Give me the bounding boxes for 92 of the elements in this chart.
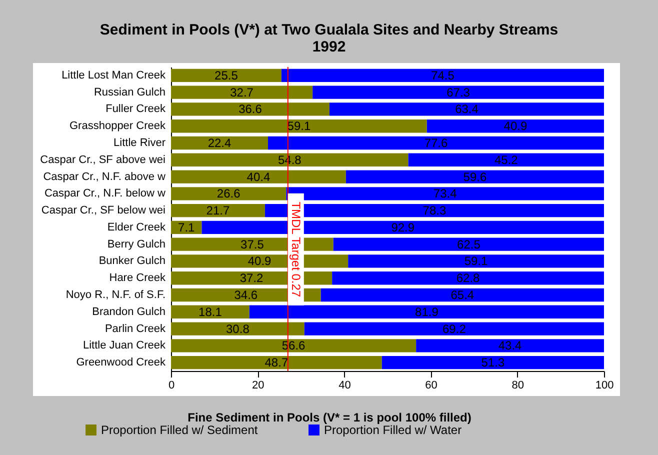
bar bbox=[312, 86, 604, 99]
chart-title: Sediment in Pools (V*) at Two Gualala Sites and Nearby Streams bbox=[100, 22, 558, 38]
data-label: 74.5 bbox=[431, 68, 455, 82]
data-label: 25.5 bbox=[214, 68, 238, 82]
y-tick-label: Noyo R., N.F. of S.F. bbox=[66, 289, 166, 301]
data-label: 62.5 bbox=[457, 237, 481, 252]
data-label: 40.9 bbox=[504, 119, 528, 134]
y-tick-label: Hare Creek bbox=[109, 272, 166, 284]
bar bbox=[249, 305, 604, 318]
bar bbox=[304, 322, 604, 336]
x-tick-label: 40 bbox=[338, 380, 351, 392]
bar bbox=[171, 153, 408, 166]
data-label: 48.7 bbox=[264, 356, 288, 370]
data-label: 65.4 bbox=[450, 288, 474, 302]
bar bbox=[333, 238, 604, 251]
bar bbox=[320, 288, 604, 302]
bar bbox=[171, 136, 268, 150]
data-label: 67.3 bbox=[446, 85, 470, 100]
y-tick-label: Brandon Gulch bbox=[92, 306, 166, 318]
bar bbox=[426, 120, 604, 133]
y-tick-label: Russian Gulch bbox=[94, 86, 166, 98]
y-tick-label: Fuller Creek bbox=[106, 103, 166, 116]
bar bbox=[332, 272, 604, 285]
bar bbox=[171, 356, 382, 370]
x-tick-label: 20 bbox=[252, 380, 264, 392]
data-label: 18.1 bbox=[198, 304, 222, 319]
legend-label: Proportion Filled w/ Water bbox=[324, 423, 462, 437]
y-tick-label: Caspar Cr., N.F. above w bbox=[43, 170, 166, 183]
data-label: 30.8 bbox=[226, 322, 250, 336]
y-tick-label: Little River bbox=[114, 137, 166, 149]
bar bbox=[171, 170, 346, 184]
bar bbox=[382, 356, 604, 370]
data-label: 59.1 bbox=[464, 254, 488, 268]
data-label: 45.2 bbox=[494, 152, 518, 167]
y-tick-label: Grasshopper Creek bbox=[70, 120, 166, 132]
data-label: 78.3 bbox=[422, 204, 446, 218]
data-label: 32.7 bbox=[230, 85, 254, 100]
y-tick-label: Parlin Creek bbox=[104, 322, 166, 335]
data-label: 26.6 bbox=[216, 186, 241, 201]
bar bbox=[416, 339, 604, 352]
bar bbox=[346, 170, 604, 184]
data-label: 40.4 bbox=[246, 170, 270, 184]
bar bbox=[329, 102, 604, 116]
y-tick-label: Little Juan Creek bbox=[82, 340, 166, 352]
bar bbox=[171, 120, 427, 133]
y-tick-label: Berry Gulch bbox=[107, 238, 166, 250]
chart-subtitle: 1992 bbox=[312, 38, 346, 56]
data-label: 62.8 bbox=[456, 271, 480, 286]
bar bbox=[171, 187, 286, 200]
x-tick-label: 100 bbox=[595, 380, 614, 392]
legend-label: Proportion Filled w/ Sediment bbox=[101, 423, 258, 437]
data-label: 22.4 bbox=[208, 136, 232, 150]
y-tick-label: Greenwood Creek bbox=[76, 356, 166, 369]
x-tick-label: 80 bbox=[512, 380, 524, 392]
data-label: 73.4 bbox=[433, 186, 458, 201]
bar bbox=[286, 187, 604, 200]
data-label: 21.7 bbox=[206, 204, 230, 218]
data-label: 7.1 bbox=[178, 220, 196, 234]
bar bbox=[171, 86, 313, 99]
data-label: 81.9 bbox=[415, 304, 439, 319]
y-tick-label: Little Lost Man Creek bbox=[62, 69, 166, 82]
bar bbox=[171, 305, 250, 318]
ref-line-label: TMDL Target 0.27 bbox=[288, 202, 303, 298]
x-tick-label: 60 bbox=[425, 380, 438, 392]
data-label: 63.4 bbox=[455, 102, 479, 116]
x-tick-label: 0 bbox=[168, 380, 175, 392]
x-axis-title: Fine Sediment in Pools (V* = 1 is pool 100% filled) bbox=[188, 410, 472, 424]
y-tick-label: Caspar Cr., SF below wei bbox=[41, 204, 166, 217]
data-label: 59.6 bbox=[463, 170, 487, 184]
bar bbox=[348, 254, 604, 268]
data-label: 43.4 bbox=[498, 338, 522, 353]
data-label: 40.9 bbox=[248, 254, 272, 268]
y-tick-label: Elder Creek bbox=[107, 221, 166, 234]
bar bbox=[268, 136, 604, 150]
bar bbox=[171, 68, 282, 82]
bar bbox=[171, 102, 330, 116]
bar bbox=[171, 339, 416, 352]
y-tick-label: Caspar Cr., N.F. below w bbox=[44, 188, 166, 200]
data-label: 36.6 bbox=[238, 102, 262, 116]
data-label: 51.3 bbox=[481, 356, 505, 370]
bar bbox=[171, 204, 265, 218]
y-tick-label: Bunker Gulch bbox=[98, 255, 166, 268]
bar bbox=[408, 153, 604, 166]
data-label: 92.9 bbox=[391, 220, 415, 234]
data-label: 37.2 bbox=[240, 271, 264, 286]
bar bbox=[171, 322, 304, 336]
bar bbox=[281, 68, 604, 82]
y-tick-label: Caspar Cr., SF above wei bbox=[40, 154, 166, 166]
data-label: 37.5 bbox=[240, 237, 264, 252]
data-label: 77.6 bbox=[424, 136, 448, 150]
data-label: 34.6 bbox=[234, 288, 258, 302]
data-label: 69.2 bbox=[442, 322, 466, 336]
